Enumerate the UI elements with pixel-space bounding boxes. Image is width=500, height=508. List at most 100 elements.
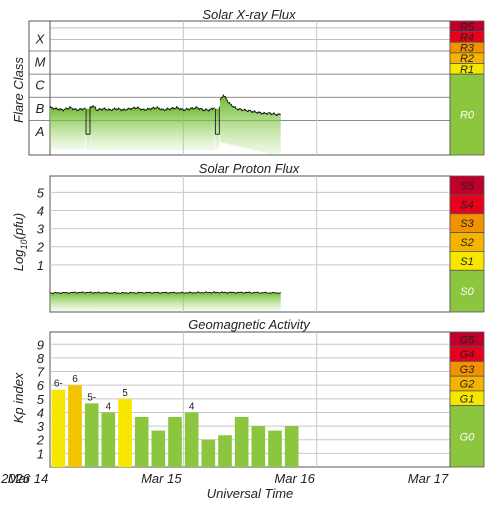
- kp-tick-3: 3: [37, 419, 45, 434]
- r-scale-label-r4: R4: [460, 32, 474, 44]
- xray-flux-area-0: [50, 106, 86, 150]
- date-tick-2: Mar 16: [274, 471, 315, 486]
- proton-ylabel: Log10(pfu): [11, 213, 29, 271]
- date-tick-1: Mar 15: [141, 471, 182, 486]
- xray-flux-line-0: [49, 105, 86, 112]
- time-axis: 2026 Mar 14 Mar 15 Mar 16 Mar 17 Universal …: [0, 471, 449, 501]
- xray-flux-line-2: [219, 94, 281, 117]
- proton-tick-3: 3: [37, 222, 45, 237]
- g-scale-label-g1: G1: [460, 393, 475, 405]
- proton-gridlines: [50, 191, 450, 266]
- class-label-b: B: [36, 101, 45, 116]
- kp-bar-label-0: 6-: [54, 379, 63, 390]
- date-tick-labels: Mar 14 Mar 15 Mar 16 Mar 17: [8, 471, 449, 486]
- xray-flux-series: [49, 94, 281, 157]
- s-scale-label-s2: S2: [460, 237, 473, 249]
- proton-tick-2: 2: [36, 240, 45, 255]
- xray-title: Solar X-ray Flux: [202, 7, 296, 22]
- r-scale-label-r3: R3: [460, 43, 475, 55]
- kp-tick-8: 8: [37, 351, 45, 366]
- kp-ylabel: Kp index: [11, 372, 26, 423]
- date-tick-3: Mar 17: [408, 471, 449, 486]
- kp-tick-1: 1: [37, 446, 44, 461]
- xray-flux-area-2: [220, 95, 281, 157]
- class-label-x: X: [35, 31, 46, 46]
- kp-bar-7: [168, 416, 182, 467]
- xray-dropout-fill-0: [86, 108, 90, 151]
- kp-bar-4: [118, 398, 132, 467]
- xray-flux-area-1: [90, 105, 215, 151]
- proton-panel: Solar Proton Flux Log10(pfu) 1 2 3 4 5 S5 S4 S…: [11, 161, 485, 313]
- g-scale-label-g2: G2: [460, 379, 475, 391]
- s-scale-label-s3: S3: [460, 218, 474, 230]
- kp-title: Geomagnetic Activity: [188, 317, 311, 332]
- kp-tick-6: 6: [37, 378, 45, 393]
- proton-day-gridlines: [182, 176, 318, 312]
- s-scale-box-s0: [449, 269, 485, 313]
- class-label-a: A: [35, 124, 45, 139]
- r-scale-label-r5: R5: [460, 21, 475, 33]
- kp-bar-label-4: 5: [122, 388, 128, 399]
- r-scale-box-r0: [449, 73, 485, 156]
- kp-bar-label-3: 4: [106, 401, 112, 412]
- kp-bar-label-8: 4: [189, 401, 195, 412]
- date-tick-0: Mar 14: [8, 471, 48, 486]
- kp-bar-label-1: 6: [72, 374, 78, 385]
- kp-panel: Geomagnetic Activity Kp index 123456789 …: [11, 317, 485, 468]
- kp-gridlines: [50, 343, 450, 454]
- s-scale-label-s0: S0: [460, 286, 474, 298]
- g-scale-label-g4: G4: [460, 349, 475, 361]
- proton-tick-1: 1: [37, 258, 44, 273]
- kp-bar-14: [284, 426, 299, 467]
- xray-dropout-fill-1: [215, 108, 220, 151]
- kp-tick-9: 9: [37, 337, 44, 352]
- g-scale-label-g3: G3: [460, 364, 476, 376]
- proton-flux-series: [49, 291, 281, 311]
- s-scale-label-s5: S5: [460, 180, 474, 192]
- proton-tick-labels: 1 2 3 4 5: [36, 185, 45, 273]
- kp-geomagnetic-storm-scale: G5 G4 G3 G2 G1 G0: [449, 331, 485, 468]
- r-scale-label-r0: R0: [460, 110, 475, 122]
- class-label-m: M: [35, 55, 46, 70]
- x-axis-label: Universal Time: [207, 486, 294, 501]
- kp-bar-3: [101, 412, 116, 467]
- g-scale-label-g0: G0: [460, 431, 476, 443]
- kp-bar-8: [184, 412, 199, 467]
- kp-bar-6: [151, 430, 166, 467]
- kp-bar-9: [201, 439, 216, 467]
- proton-tick-5: 5: [37, 185, 45, 200]
- g-scale-label-g5: G5: [460, 334, 476, 346]
- r-scale-label-r2: R2: [460, 53, 474, 65]
- kp-bar-10: [218, 435, 232, 467]
- kp-bar-11: [234, 416, 249, 467]
- xray-ylabel: Flare Class: [11, 57, 26, 123]
- kp-bar-13: [268, 430, 282, 467]
- s-scale-label-s1: S1: [460, 256, 473, 268]
- kp-bar-label-2: 5-: [87, 392, 96, 403]
- kp-bar-5: [134, 416, 149, 467]
- xray-class-box: [28, 20, 51, 156]
- xray-flux-line-1: [89, 105, 215, 112]
- proton-title: Solar Proton Flux: [199, 161, 300, 176]
- xray-dropout-line-1: [214, 106, 220, 135]
- kp-tick-7: 7: [37, 365, 45, 380]
- kp-tick-5: 5: [37, 392, 45, 407]
- kp-bar-1: [68, 385, 82, 467]
- kp-bars: 6- 65-454: [51, 374, 299, 467]
- proton-flux-area: [50, 291, 281, 311]
- kp-day-gridlines: [182, 332, 318, 467]
- s-scale-label-s4: S4: [460, 199, 473, 211]
- kp-bar-2: [84, 403, 99, 467]
- kp-bar-12: [251, 426, 266, 467]
- proton-flux-line: [49, 291, 281, 295]
- kp-bar-0: [51, 389, 66, 467]
- proton-plot-frame: [49, 175, 451, 313]
- g-scale-box-g0: [449, 405, 485, 468]
- proton-tick-4: 4: [37, 203, 44, 218]
- class-label-c: C: [35, 78, 45, 93]
- kp-tick-2: 2: [36, 433, 45, 448]
